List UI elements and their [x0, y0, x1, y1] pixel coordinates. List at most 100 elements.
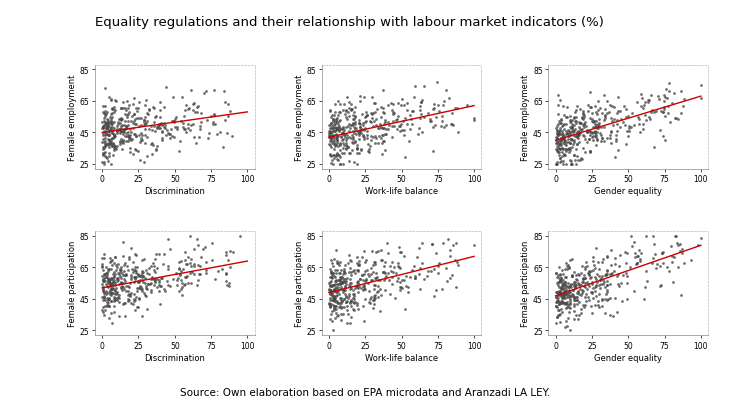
Point — [115, 274, 126, 280]
Point — [388, 110, 400, 117]
Point — [111, 297, 123, 303]
Point — [348, 307, 360, 313]
Point — [559, 282, 571, 289]
Point — [161, 128, 172, 134]
Point — [634, 258, 646, 265]
Point — [142, 281, 154, 287]
Point — [388, 269, 399, 275]
Point — [591, 279, 602, 285]
Point — [577, 275, 588, 282]
Point — [468, 117, 480, 124]
Point — [564, 113, 575, 120]
Point — [573, 139, 585, 146]
Point — [117, 283, 128, 290]
Point — [554, 126, 566, 133]
Point — [658, 107, 669, 113]
Point — [584, 90, 596, 97]
Point — [352, 151, 364, 157]
Point — [100, 130, 112, 136]
Point — [174, 139, 185, 145]
Point — [326, 268, 337, 274]
Point — [327, 153, 339, 159]
Point — [101, 291, 112, 298]
Point — [588, 118, 599, 125]
Point — [108, 309, 120, 316]
Point — [327, 327, 339, 334]
Point — [143, 272, 155, 278]
Point — [326, 278, 337, 285]
Point — [147, 127, 158, 134]
Point — [158, 123, 170, 129]
Point — [635, 103, 647, 110]
Point — [101, 272, 113, 279]
Point — [110, 145, 121, 152]
Point — [102, 127, 114, 133]
Point — [589, 124, 601, 130]
Point — [388, 264, 399, 270]
Point — [580, 298, 591, 305]
Point — [110, 283, 121, 289]
Point — [561, 303, 573, 310]
Point — [561, 139, 573, 146]
Point — [128, 121, 139, 127]
Point — [323, 141, 335, 148]
Point — [563, 302, 575, 309]
Point — [398, 277, 410, 283]
Point — [584, 128, 596, 135]
Point — [551, 289, 563, 296]
Point — [559, 288, 571, 295]
Point — [563, 128, 575, 135]
Point — [330, 124, 342, 131]
Point — [415, 100, 427, 106]
Point — [200, 267, 212, 274]
Point — [566, 128, 578, 135]
Point — [562, 133, 574, 139]
Point — [394, 249, 406, 256]
Point — [177, 267, 189, 273]
Point — [424, 118, 436, 125]
Point — [556, 146, 567, 152]
Point — [378, 122, 390, 128]
Point — [129, 307, 141, 313]
Point — [151, 284, 163, 290]
Point — [340, 137, 352, 144]
Point — [174, 271, 186, 277]
Point — [135, 130, 147, 137]
Point — [344, 151, 356, 157]
Point — [328, 139, 339, 146]
Point — [337, 279, 348, 286]
Point — [101, 126, 113, 133]
Point — [368, 119, 380, 125]
Point — [566, 123, 577, 130]
Point — [351, 143, 363, 149]
Point — [123, 134, 135, 141]
Point — [664, 120, 675, 126]
Point — [419, 83, 431, 90]
Point — [124, 133, 136, 139]
Point — [637, 126, 648, 133]
Point — [105, 286, 117, 293]
Point — [605, 130, 617, 136]
Point — [196, 246, 208, 253]
Point — [334, 270, 346, 277]
Point — [551, 148, 563, 154]
Point — [366, 95, 378, 101]
Point — [579, 264, 591, 270]
Point — [358, 303, 369, 310]
Point — [324, 151, 336, 158]
Point — [332, 300, 344, 307]
Point — [333, 304, 345, 310]
Point — [99, 143, 110, 150]
Point — [366, 111, 377, 118]
Point — [639, 112, 651, 119]
Point — [556, 300, 567, 306]
Point — [584, 149, 596, 156]
Point — [133, 124, 145, 130]
Point — [332, 98, 344, 105]
Point — [110, 97, 121, 104]
Point — [565, 119, 577, 126]
Point — [111, 278, 123, 285]
Point — [123, 267, 134, 274]
Point — [324, 130, 336, 137]
Point — [139, 283, 151, 290]
